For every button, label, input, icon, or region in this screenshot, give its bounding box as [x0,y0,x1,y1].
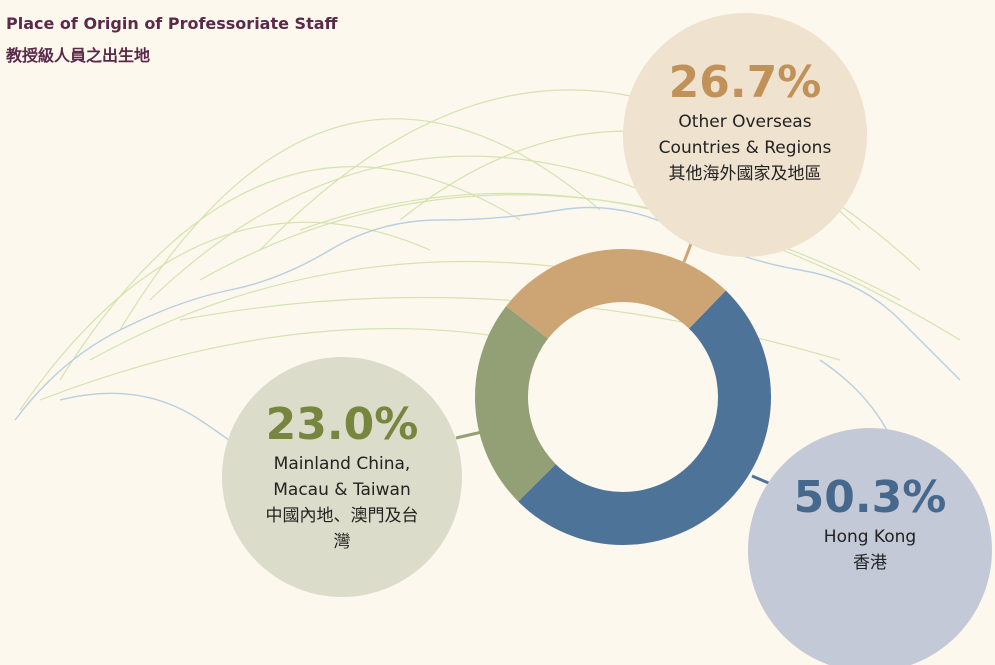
category-label: Mainland China, Macau & Taiwan [273,454,411,500]
bubble-text: 23.0% Mainland China, Macau & Taiwan 中國內地、… [262,399,422,555]
category-label-zh: 中國內地、澳門及台灣 [265,506,419,552]
category-label: Hong Kong [823,527,917,547]
chart-title: Place of Origin of Professoriate Staff [6,14,338,33]
donut-segment [518,290,771,545]
label-bubble [748,428,992,665]
category-label: Other Overseas Countries & Regions [658,112,832,158]
donut-segment [475,306,556,502]
value-label: 23.0% [265,399,419,450]
connector [455,430,483,440]
label-bubble [222,357,462,597]
bubble-text: 50.3% Hong Kong 香港 [770,472,970,576]
bubble-text: 26.7% Other Overseas Countries & Regions 其… [647,57,843,187]
category-label-zh: 香港 [853,553,887,573]
label-bubble [623,13,867,257]
donut-segment [506,249,726,339]
value-label: 50.3% [793,472,947,523]
value-label: 26.7% [668,57,822,108]
category-label-zh: 其他海外國家及地區 [668,164,822,184]
chart-subtitle: 教授級人員之出生地 [6,46,151,65]
map-decoration [19,89,961,411]
